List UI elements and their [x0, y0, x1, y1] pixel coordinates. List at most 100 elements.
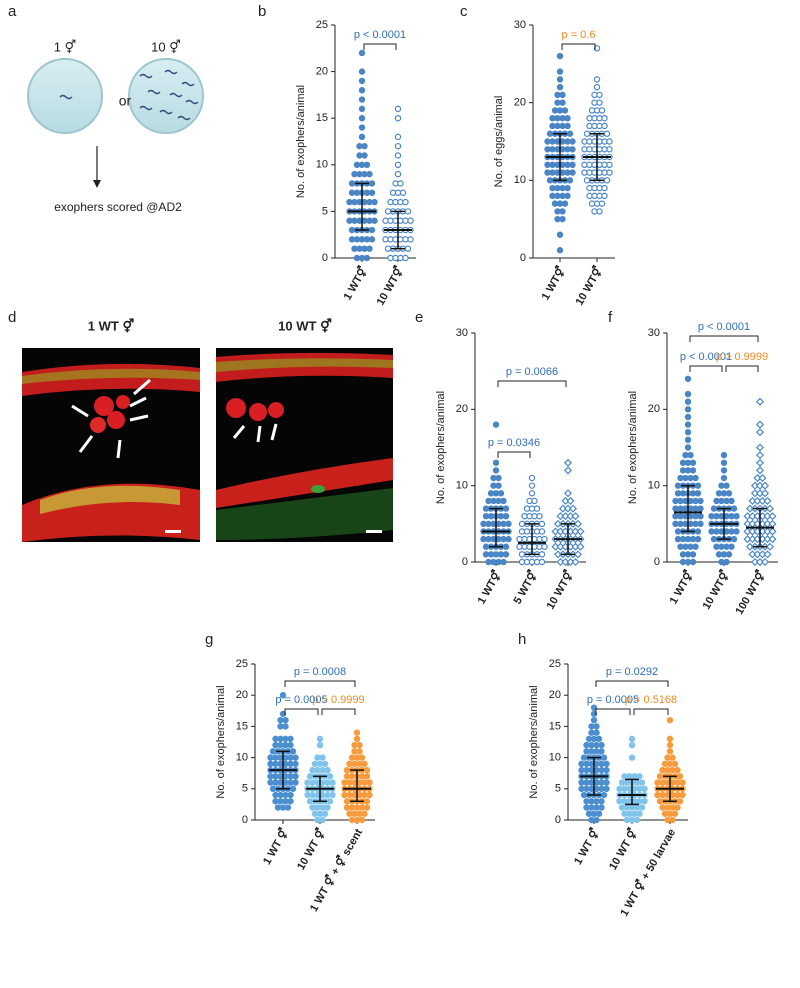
- data-point: [755, 420, 765, 429]
- data-point: [755, 428, 765, 437]
- data-point: [287, 741, 294, 749]
- data-point: [566, 177, 574, 184]
- x-tick-label: 10 WT⚥: [699, 568, 732, 612]
- data-point: [528, 482, 536, 489]
- data-point: [763, 550, 772, 559]
- data-point: [684, 375, 692, 382]
- data-point: [538, 528, 546, 535]
- p-value: p > 0.9999: [716, 351, 768, 363]
- data-point: [289, 748, 297, 755]
- data-point: [363, 161, 371, 168]
- x-tick-label: 10 WT⚥: [572, 264, 605, 308]
- data-point: [694, 490, 702, 497]
- plate-label: 1 ⚥: [54, 39, 77, 54]
- data-point: [361, 142, 368, 150]
- data-point: [697, 497, 704, 505]
- data-point: [556, 83, 564, 91]
- data-point: [366, 791, 373, 799]
- data-point: [564, 114, 571, 122]
- p-value: p = 0.5168: [625, 694, 677, 706]
- y-tick-label: 20: [236, 689, 248, 701]
- data-point: [563, 466, 573, 475]
- significance-bracket: [689, 335, 759, 342]
- data-point: [538, 551, 546, 558]
- data-point: [697, 513, 704, 520]
- data-point: [368, 236, 376, 243]
- data-point: [531, 497, 538, 505]
- data-point: [684, 413, 692, 421]
- data-point: [287, 791, 294, 799]
- data-point: [324, 766, 331, 774]
- significance-bracket: [595, 708, 631, 715]
- y-tick-label: 20: [514, 97, 526, 109]
- data-point: [500, 497, 507, 505]
- image-title: 1 WT ⚥: [88, 317, 135, 333]
- plate-label: 10 ⚥: [151, 39, 181, 54]
- significance-bracket: [497, 380, 567, 387]
- data-point: [358, 87, 366, 94]
- data-point: [326, 798, 334, 805]
- image-title: 10 WT ⚥: [278, 317, 332, 333]
- data-point: [528, 474, 536, 482]
- data-point: [603, 130, 611, 137]
- data-point: [666, 741, 674, 749]
- data-point: [366, 245, 373, 252]
- y-tick-label: 20: [316, 66, 328, 78]
- data-point: [573, 550, 583, 559]
- data-point: [363, 804, 371, 811]
- data-point: [730, 535, 738, 543]
- or-label: or: [119, 93, 132, 109]
- data-point: [687, 451, 694, 459]
- data-point: [556, 52, 564, 60]
- significance-bracket: [284, 680, 356, 687]
- data-point: [720, 451, 728, 459]
- data-point: [636, 773, 643, 780]
- data-point: [556, 76, 564, 83]
- data-point: [361, 152, 368, 159]
- data-point: [366, 170, 373, 178]
- data-point: [492, 467, 500, 474]
- data-point: [528, 490, 536, 497]
- micrograph: [22, 348, 200, 542]
- data-point: [692, 543, 699, 550]
- y-tick-label: 0: [654, 556, 660, 568]
- data-point: [755, 451, 765, 460]
- significance-bracket: [689, 365, 723, 372]
- data-point: [596, 99, 603, 106]
- data-point: [287, 798, 294, 805]
- data-point: [561, 200, 569, 207]
- data-point: [394, 152, 402, 159]
- data-point: [636, 810, 643, 817]
- data-point: [502, 513, 510, 520]
- data-point: [755, 458, 765, 467]
- data-point: [720, 467, 728, 474]
- y-axis-label: No. of eggs/animal: [493, 96, 505, 188]
- data-point: [404, 208, 412, 215]
- data-point: [638, 804, 646, 811]
- p-value: p < 0.0001: [354, 29, 406, 41]
- data-point: [353, 735, 361, 743]
- data-point: [292, 754, 299, 761]
- y-tick-label: 20: [456, 403, 468, 415]
- y-axis-label: No. of exophers/animal: [528, 685, 540, 798]
- data-point: [755, 443, 765, 452]
- significance-bracket: [561, 43, 596, 50]
- data-point: [768, 512, 777, 521]
- data-point: [292, 760, 299, 768]
- data-point: [541, 543, 548, 550]
- data-point: [628, 735, 636, 743]
- x-tick-label: 5 WT⚥: [510, 568, 540, 606]
- data-point: [633, 816, 641, 824]
- data-point: [755, 466, 765, 475]
- p-value: p = 0.0066: [506, 366, 558, 378]
- panel-letter: e: [415, 309, 423, 326]
- data-point: [763, 496, 772, 505]
- data-point: [684, 444, 692, 451]
- data-point: [319, 754, 326, 761]
- data-point: [674, 766, 681, 774]
- data-point: [353, 729, 361, 736]
- significance-bracket: [595, 680, 669, 687]
- y-tick-label: 10: [316, 159, 328, 171]
- data-point: [568, 504, 578, 513]
- y-tick-label: 5: [242, 783, 248, 795]
